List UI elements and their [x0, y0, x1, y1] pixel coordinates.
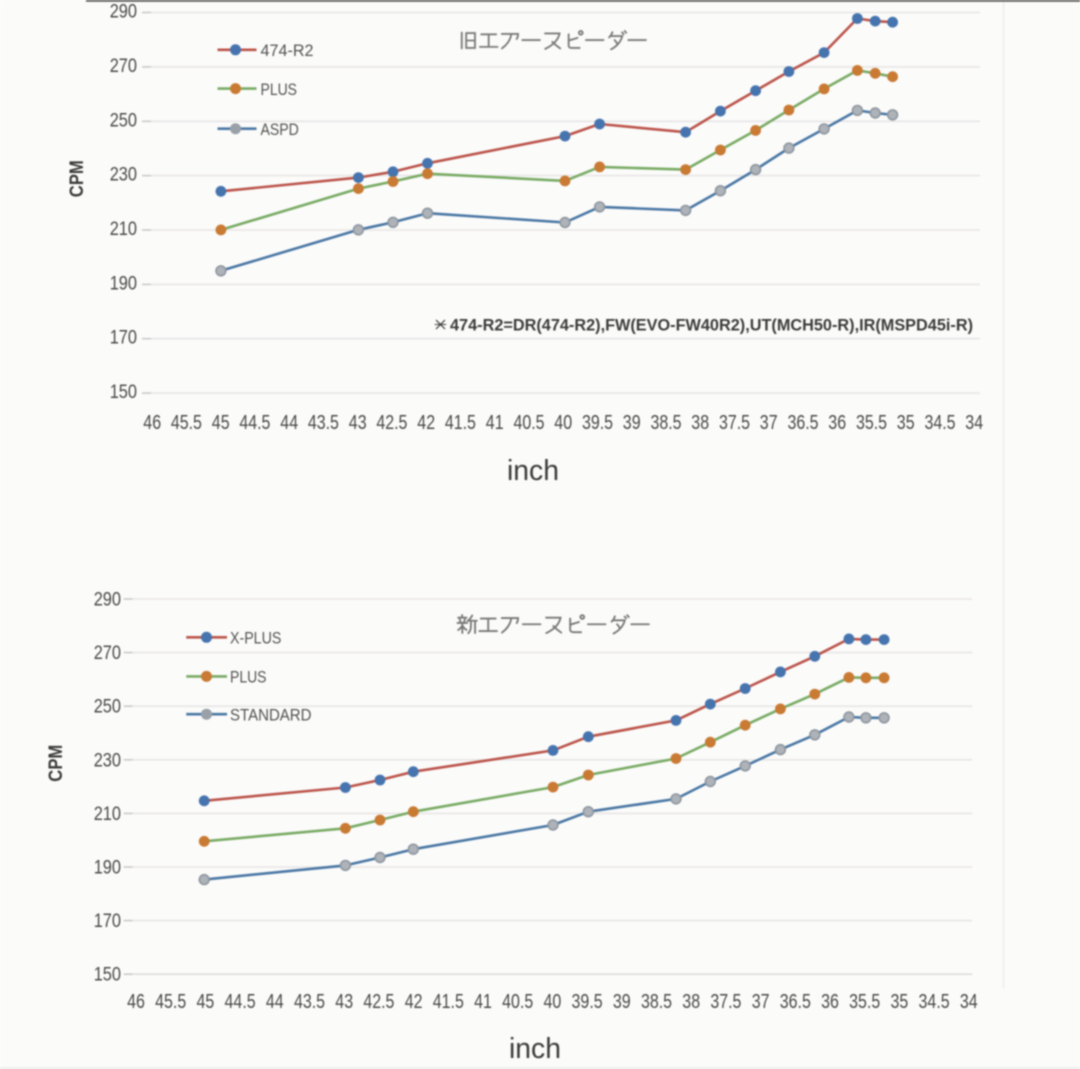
svg-text:270: 270 — [110, 55, 137, 77]
svg-text:40: 40 — [554, 412, 572, 434]
svg-text:250: 250 — [94, 696, 121, 718]
svg-text:37.5: 37.5 — [710, 991, 741, 1013]
svg-text:150: 150 — [110, 381, 137, 403]
svg-text:290: 290 — [94, 589, 121, 611]
svg-text:34.5: 34.5 — [924, 412, 955, 434]
svg-text:39.5: 39.5 — [572, 991, 603, 1013]
svg-text:41.5: 41.5 — [445, 412, 476, 434]
svg-text:42: 42 — [417, 412, 435, 434]
svg-text:STANDARD: STANDARD — [230, 705, 312, 724]
svg-text:39: 39 — [623, 412, 641, 434]
svg-text:34.5: 34.5 — [919, 991, 950, 1013]
svg-text:45.5: 45.5 — [171, 412, 202, 434]
svg-text:42: 42 — [405, 991, 423, 1013]
svg-text:43: 43 — [349, 412, 367, 434]
svg-text:150: 150 — [94, 964, 121, 986]
svg-text:39.5: 39.5 — [582, 412, 613, 434]
svg-text:inch: inch — [509, 1033, 561, 1065]
svg-text:CPM: CPM — [67, 160, 88, 197]
svg-text:42.5: 42.5 — [376, 412, 407, 434]
svg-text:38: 38 — [682, 991, 700, 1013]
svg-text:44.5: 44.5 — [239, 412, 270, 434]
svg-text:inch: inch — [507, 455, 559, 487]
svg-text:41: 41 — [486, 412, 504, 434]
svg-text:45: 45 — [212, 412, 230, 434]
svg-text:44.5: 44.5 — [225, 991, 256, 1013]
svg-text:170: 170 — [94, 910, 121, 932]
svg-text:36: 36 — [821, 991, 839, 1013]
svg-text:PLUS: PLUS — [230, 668, 267, 687]
svg-text:43.5: 43.5 — [308, 412, 339, 434]
svg-text:38.5: 38.5 — [650, 412, 681, 434]
svg-text:34: 34 — [965, 412, 983, 434]
svg-text:X-PLUS: X-PLUS — [230, 629, 281, 648]
svg-text:36.5: 36.5 — [787, 412, 818, 434]
svg-text:39: 39 — [613, 991, 631, 1013]
svg-text:38: 38 — [691, 412, 709, 434]
svg-text:CPM: CPM — [46, 745, 67, 782]
svg-text:474-R2=DR(474-R2),FW(EVO-FW40R: 474-R2=DR(474-R2),FW(EVO-FW40R2),UT(MCH5… — [450, 316, 973, 335]
svg-text:40.5: 40.5 — [502, 991, 533, 1013]
svg-text:170: 170 — [110, 327, 137, 349]
svg-text:230: 230 — [94, 749, 121, 771]
svg-text:35: 35 — [891, 991, 909, 1013]
svg-text:42.5: 42.5 — [363, 991, 394, 1013]
svg-text:37: 37 — [752, 991, 770, 1013]
svg-text:35.5: 35.5 — [856, 412, 887, 434]
svg-text:41.5: 41.5 — [433, 991, 464, 1013]
svg-text:38.5: 38.5 — [641, 991, 672, 1013]
svg-text:40.5: 40.5 — [513, 412, 544, 434]
svg-text:37.5: 37.5 — [719, 412, 750, 434]
svg-text:35.5: 35.5 — [849, 991, 880, 1013]
svg-text:46: 46 — [143, 412, 161, 434]
svg-text:210: 210 — [94, 803, 121, 825]
svg-text:34: 34 — [960, 991, 978, 1013]
svg-text:45.5: 45.5 — [155, 991, 186, 1013]
svg-text:40: 40 — [544, 991, 562, 1013]
svg-text:290: 290 — [110, 1, 137, 23]
svg-text:37: 37 — [760, 412, 778, 434]
svg-text:35: 35 — [897, 412, 915, 434]
svg-text:190: 190 — [110, 272, 137, 294]
svg-text:46: 46 — [127, 991, 145, 1013]
svg-text:43.5: 43.5 — [294, 991, 325, 1013]
svg-text:270: 270 — [94, 642, 121, 664]
svg-text:41: 41 — [474, 991, 492, 1013]
svg-text:190: 190 — [94, 857, 121, 879]
svg-text:44: 44 — [280, 412, 298, 434]
svg-text:45: 45 — [197, 991, 215, 1013]
svg-text:ASPD: ASPD — [261, 120, 299, 139]
svg-text:250: 250 — [110, 109, 137, 131]
svg-text:44: 44 — [266, 991, 284, 1013]
svg-text:474-R2: 474-R2 — [261, 41, 314, 60]
svg-text:230: 230 — [110, 164, 137, 186]
svg-text:36: 36 — [828, 412, 846, 434]
svg-text:210: 210 — [110, 218, 137, 240]
svg-text:PLUS: PLUS — [261, 80, 298, 99]
svg-text:36.5: 36.5 — [780, 991, 811, 1013]
svg-text:43: 43 — [335, 991, 353, 1013]
